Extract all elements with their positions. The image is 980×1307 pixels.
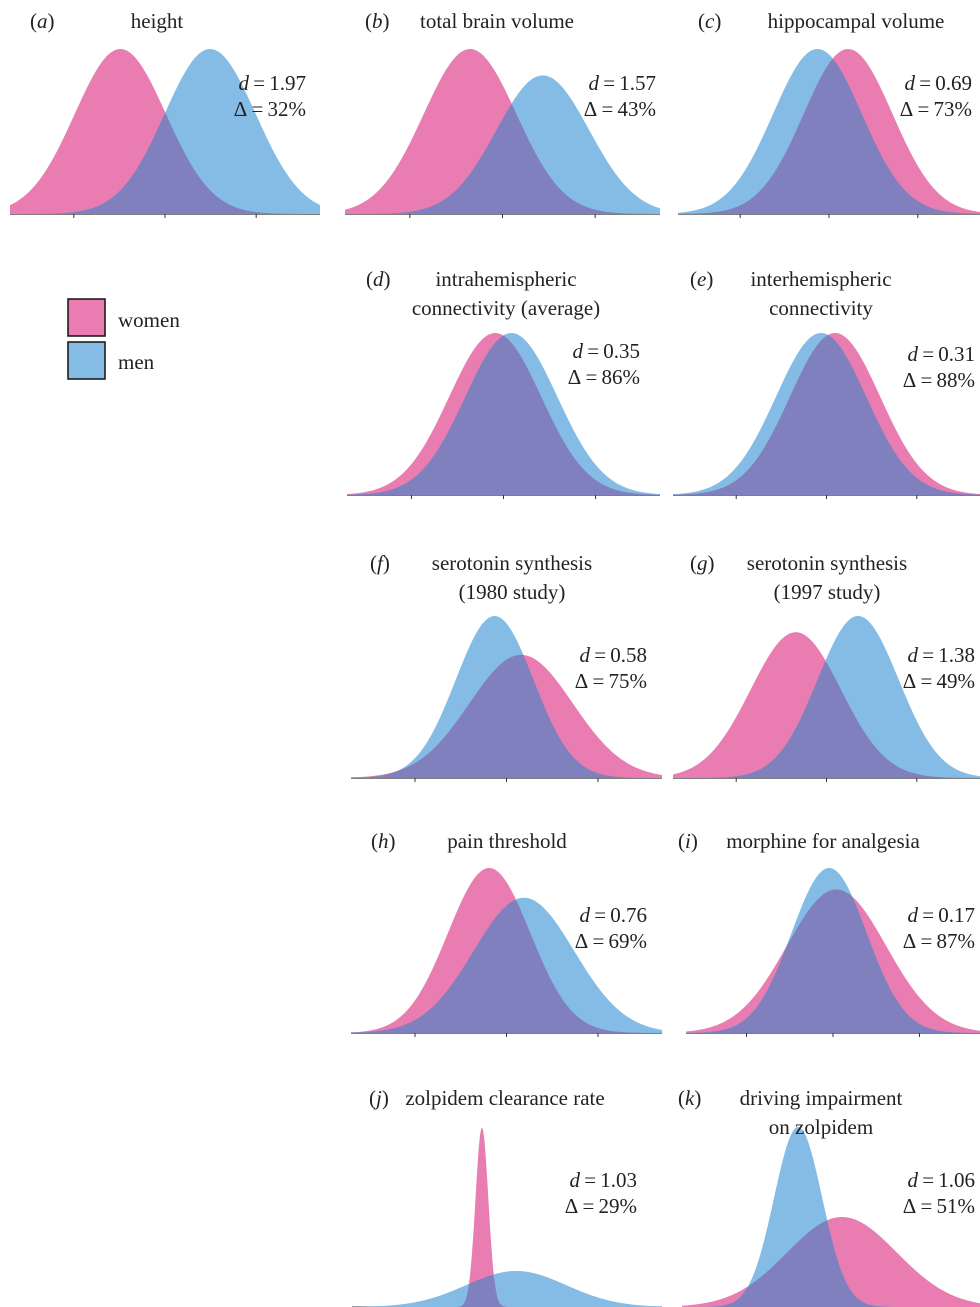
panel-title: zolpidem clearance rate	[405, 1086, 604, 1110]
panel-b: (b) total brain volume d = 1.57Δ = 43%	[345, 9, 660, 218]
panel-k: (k) driving impairment on zolpidem d = 1.06…	[678, 1086, 980, 1307]
panel-label: (k)	[678, 1086, 701, 1110]
panel-title: on zolpidem	[769, 1115, 873, 1139]
overlap-region	[347, 335, 660, 495]
overlap-region	[345, 104, 660, 214]
panel-label: (g)	[690, 551, 715, 575]
panel-label: (h)	[371, 829, 396, 853]
panel-label: (f)	[370, 551, 390, 575]
panel-d: (d) intrahemispheric connectivity (average…	[347, 267, 660, 499]
effect-size-d: d = 0.76	[579, 903, 647, 927]
legend-swatch-men	[67, 341, 106, 380]
overlap-delta: Δ = 87%	[903, 929, 975, 953]
panel-title: height	[131, 9, 184, 33]
panel-g: (g) serotonin synthesis (1997 study) d = 1.…	[673, 551, 980, 782]
effect-size-d: d = 1.06	[907, 1168, 975, 1192]
effect-size-d: d = 0.35	[572, 339, 640, 363]
overlap-delta: Δ = 69%	[575, 929, 647, 953]
overlap-region	[678, 58, 980, 215]
panel-c: (c) hippocampal volume d = 0.69Δ = 73%	[678, 9, 980, 218]
panel-title: pain threshold	[447, 829, 567, 853]
overlap-region	[682, 1220, 980, 1307]
legend-label-women: women	[118, 308, 180, 332]
overlap-region	[673, 335, 980, 495]
panel-title: (1980 study)	[459, 580, 566, 604]
panel-title: intrahemispheric	[435, 267, 576, 291]
panel-title: morphine for analgesia	[726, 829, 920, 853]
panels: (a) height d = 1.97Δ = 32% (b) total brain v…	[10, 9, 980, 1307]
effect-size-d: d = 1.03	[569, 1168, 637, 1192]
panel-label: (j)	[369, 1086, 389, 1110]
panel-label: (e)	[690, 267, 713, 291]
panel-title: serotonin synthesis	[747, 551, 907, 575]
effect-size-d: d = 0.58	[579, 643, 647, 667]
overlap-delta: Δ = 73%	[900, 97, 972, 121]
overlap-region	[351, 654, 662, 778]
legend-swatch-women	[67, 298, 106, 337]
overlap-delta: Δ = 49%	[903, 669, 975, 693]
panel-e: (e) interhemispheric connectivity d = 0.31Δ…	[673, 267, 980, 499]
panel-title: hippocampal volume	[768, 9, 945, 33]
effect-size-d: d = 1.38	[907, 643, 975, 667]
effect-size-d: d = 1.97	[238, 71, 306, 95]
overlap-region	[351, 899, 662, 1033]
overlap-delta: Δ = 43%	[584, 97, 656, 121]
density-curve-men	[352, 1271, 662, 1307]
effect-size-d: d = 1.57	[588, 71, 656, 95]
panel-title: connectivity	[769, 296, 873, 320]
panel-i: (i) morphine for analgesia d = 0.17Δ = 87%	[678, 829, 980, 1037]
overlap-delta: Δ = 75%	[575, 669, 647, 693]
panel-title: serotonin synthesis	[432, 551, 592, 575]
panel-f: (f) serotonin synthesis (1980 study) d = 0.…	[351, 551, 662, 782]
panel-j: (j) zolpidem clearance rate d = 1.03Δ = 29…	[352, 1086, 662, 1307]
overlap-delta: Δ = 88%	[903, 368, 975, 392]
effect-size-d: d = 0.69	[904, 71, 972, 95]
overlap-delta: Δ = 51%	[903, 1194, 975, 1218]
panel-title: interhemispheric	[750, 267, 891, 291]
legend-label-men: men	[118, 350, 155, 374]
panel-h: (h) pain threshold d = 0.76Δ = 69%	[351, 829, 662, 1037]
panel-label: (i)	[678, 829, 698, 853]
legend: women men	[67, 298, 180, 380]
overlap-delta: Δ = 29%	[565, 1194, 637, 1218]
overlap-region	[673, 661, 980, 778]
panel-label: (b)	[365, 9, 390, 33]
effect-size-d: d = 0.31	[907, 342, 975, 366]
panel-title: driving impairment	[740, 1086, 903, 1110]
panel-title: connectivity (average)	[412, 296, 600, 320]
overlap-delta: Δ = 86%	[568, 365, 640, 389]
panel-title: (1997 study)	[774, 580, 881, 604]
overlap-region	[10, 112, 320, 214]
panel-label: (d)	[366, 267, 391, 291]
panel-title: total brain volume	[420, 9, 574, 33]
effect-size-d: d = 0.17	[907, 903, 975, 927]
panel-label: (c)	[698, 9, 721, 33]
overlap-delta: Δ = 32%	[234, 97, 306, 121]
panel-a: (a) height d = 1.97Δ = 32%	[10, 9, 320, 218]
overlap-region	[686, 889, 980, 1033]
panel-label: (a)	[30, 9, 55, 33]
